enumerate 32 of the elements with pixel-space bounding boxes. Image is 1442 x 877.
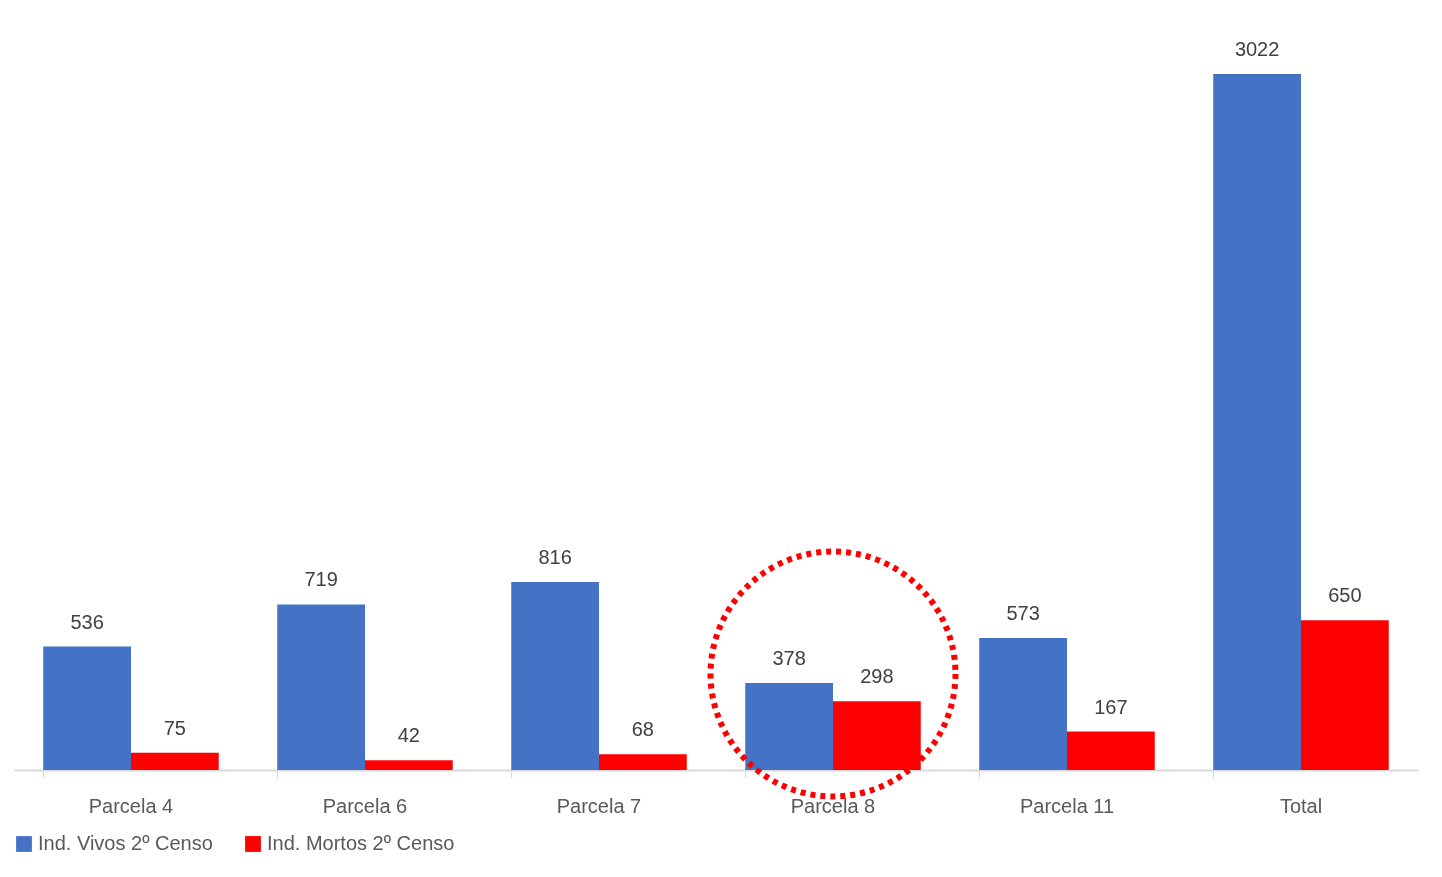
bar xyxy=(745,682,833,770)
data-label: 719 xyxy=(304,568,338,591)
data-label: 573 xyxy=(1006,602,1040,625)
data-label: 3022 xyxy=(1234,38,1280,60)
data-label: 298 xyxy=(860,665,894,688)
bar xyxy=(1213,74,1301,770)
legend-label: Ind. Mortos 2º Censo xyxy=(267,832,455,854)
bar xyxy=(365,760,453,770)
bar xyxy=(599,754,687,770)
bar xyxy=(833,701,921,770)
x-tick-label: Parcela 6 xyxy=(322,794,408,817)
data-label: 536 xyxy=(70,610,104,633)
data-label: 378 xyxy=(772,646,806,669)
data-label: 75 xyxy=(163,716,186,739)
data-label: 650 xyxy=(1328,584,1362,607)
x-tick-label: Parcela 11 xyxy=(1019,794,1115,817)
bar xyxy=(979,638,1067,770)
data-label: 816 xyxy=(538,546,572,569)
data-label: 68 xyxy=(631,718,654,741)
x-tick-label: Parcela 8 xyxy=(790,794,876,817)
x-tick-label: Total xyxy=(1279,794,1323,817)
bar xyxy=(511,582,599,770)
data-label: 167 xyxy=(1094,695,1128,718)
bar xyxy=(1301,620,1389,770)
legend-label: Ind. Vivos 2º Censo xyxy=(38,832,213,854)
bar xyxy=(131,752,219,770)
bar xyxy=(1067,731,1155,770)
x-tick-label: Parcela 4 xyxy=(88,794,174,817)
bar xyxy=(277,604,365,770)
bar xyxy=(43,646,131,770)
x-tick-label: Parcela 7 xyxy=(556,794,642,817)
data-label: 42 xyxy=(397,724,420,747)
